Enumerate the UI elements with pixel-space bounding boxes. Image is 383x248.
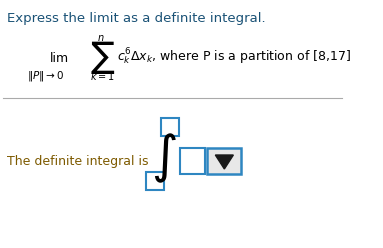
Bar xyxy=(207,148,241,174)
Text: $\Vert P\Vert\rightarrow 0$: $\Vert P\Vert\rightarrow 0$ xyxy=(27,69,64,83)
Text: lim: lim xyxy=(49,52,69,64)
Polygon shape xyxy=(215,155,233,169)
Bar xyxy=(146,172,164,190)
Text: $k=1$: $k=1$ xyxy=(90,70,115,82)
Text: $\sum$: $\sum$ xyxy=(90,38,115,75)
Text: $n$: $n$ xyxy=(97,33,105,43)
Text: Express the limit as a definite integral.: Express the limit as a definite integral… xyxy=(7,12,266,25)
Text: $c_k^6\Delta x_k$, where P is a partition of [8,17]: $c_k^6\Delta x_k$, where P is a partitio… xyxy=(117,47,351,67)
Bar xyxy=(161,118,179,136)
Text: $\int$: $\int$ xyxy=(151,131,177,185)
Text: The definite integral is: The definite integral is xyxy=(7,155,149,168)
Bar xyxy=(180,148,205,174)
